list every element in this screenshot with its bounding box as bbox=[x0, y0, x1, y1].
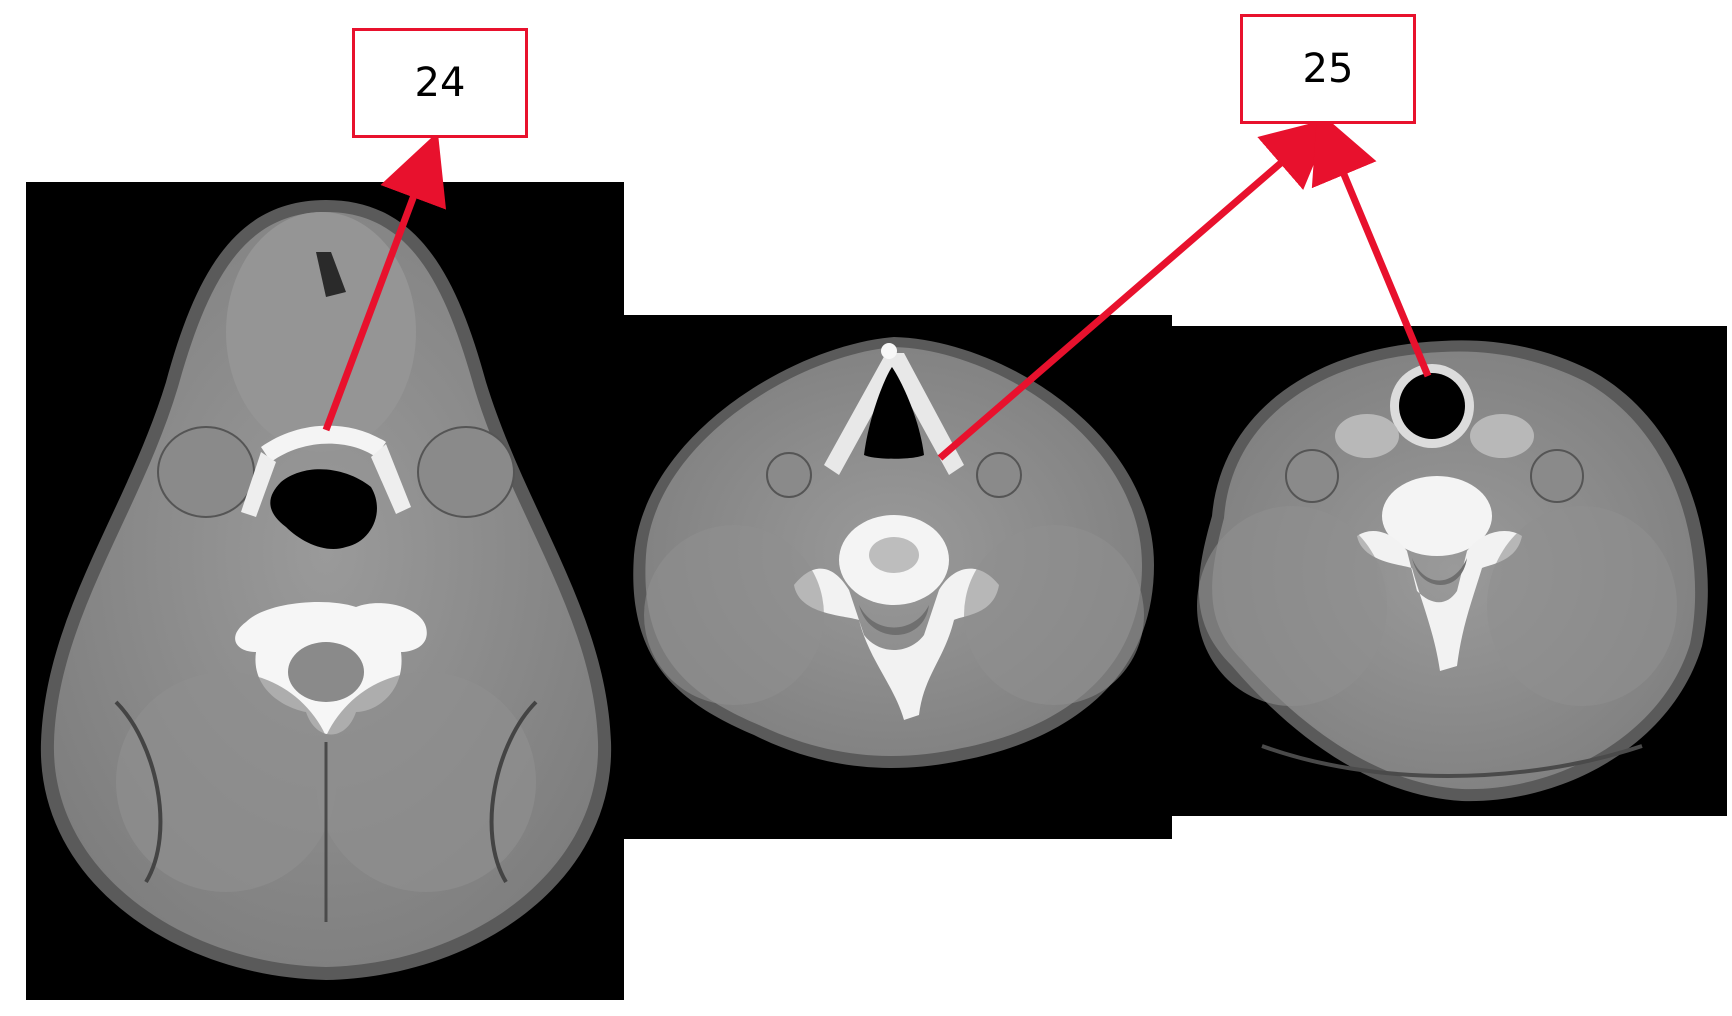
label-25-text: 25 bbox=[1302, 46, 1354, 92]
ct-slice-middle-panel bbox=[624, 315, 1172, 839]
ct-slice-lower-image bbox=[1197, 340, 1708, 802]
ct-slice-upper-image bbox=[40, 200, 612, 980]
label-24-text: 24 bbox=[414, 60, 466, 106]
ct-slice-upper-panel bbox=[26, 182, 624, 1000]
ct-slice-lower-panel bbox=[1172, 326, 1727, 816]
ct-slice-middle-image bbox=[633, 337, 1154, 768]
label-box-25: 25 bbox=[1240, 14, 1416, 124]
label-box-24: 24 bbox=[352, 28, 528, 138]
